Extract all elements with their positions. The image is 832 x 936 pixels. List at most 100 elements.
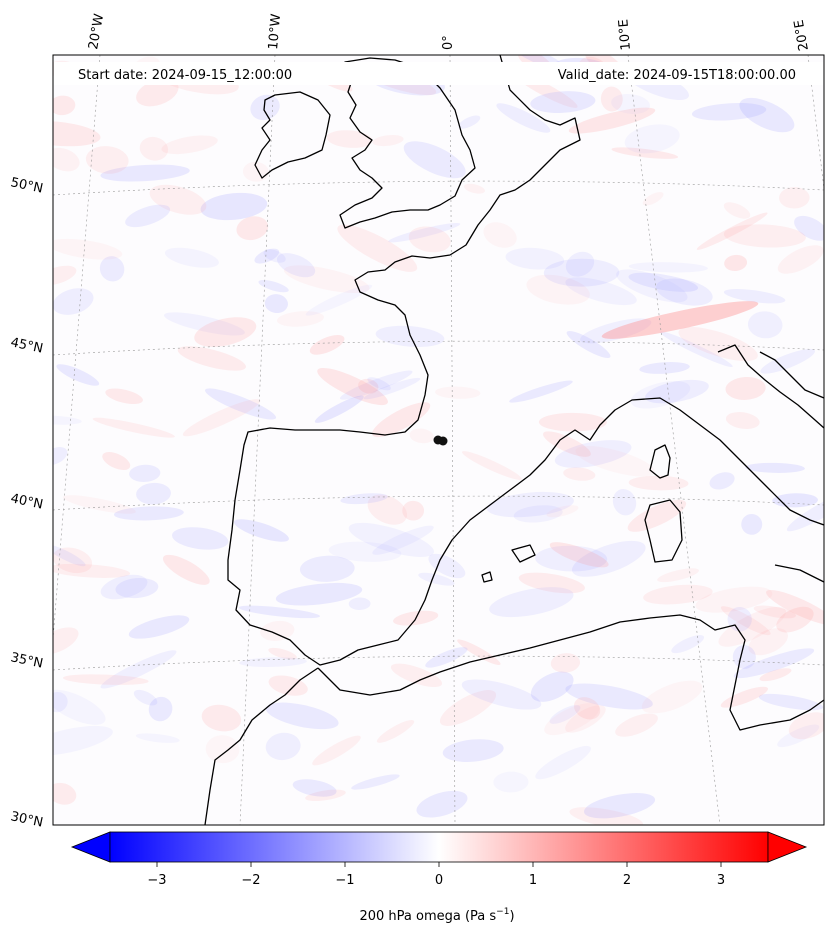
ascent-blob [766,589,824,626]
coastlines [204,55,824,825]
ascent-blob [53,147,80,172]
ascent-blob [611,147,679,159]
descent-blob [53,415,82,425]
ascent-blob [461,451,522,480]
ascent-blob [723,202,751,219]
ascent-blob [260,620,295,641]
ascent-blob [565,705,606,733]
ascent-blob [776,606,814,633]
descent-blob [496,103,551,133]
ascent-blob [62,495,136,514]
descent-blob [745,462,805,473]
ascent-blob [309,334,345,355]
descent-blob [100,574,148,600]
descent-blob [425,647,468,668]
descent-blob [639,362,690,374]
descent-blob [264,294,288,314]
descent-blob [129,464,161,482]
ascent-blob [161,135,218,155]
colorbar-tick-label: 2 [623,873,631,888]
descent-blob [428,553,466,579]
britain-coast [339,57,476,229]
ascent-blob [718,606,787,647]
colorbar-bar [109,831,769,863]
lat-label-40n: 40°N [9,491,44,512]
colorbar-tick-label: −2 [241,873,260,888]
ascent-blob [139,136,169,161]
ascent-blob [53,547,93,574]
descent-blob [53,447,68,465]
colorbar-tick-label: −1 [335,873,354,888]
start-date-text: Start date: 2024-09-15_12:00:00 [78,68,292,83]
descent-blob [328,541,402,562]
descent-blob [732,645,756,669]
ascent-blob [205,735,240,764]
descent-blob [509,380,573,403]
ascent-blob [678,327,758,362]
ascent-blob [268,647,297,660]
descent-blob [747,311,783,339]
descent-blob [442,739,504,762]
ascent-blob [92,417,175,438]
map-area [53,55,824,825]
ascent-blob [759,668,792,682]
ascent-blob [628,475,689,491]
ascent-blob [723,224,806,248]
descent-blob [53,544,86,567]
header-band [54,62,823,85]
ascent-blob [538,412,607,432]
descent-blob [100,650,177,689]
ascent-blob [85,146,129,174]
lon-label-10e: 10°E [616,19,634,51]
ascent-blob [162,554,210,585]
descent-blob [612,489,637,516]
descent-blob [580,318,652,344]
ascent-blob [563,467,596,481]
descent-blob [53,689,106,725]
ascent-blob [53,265,77,286]
ascent-blob [643,584,713,605]
descent-blob [100,164,190,182]
descent-blob [363,377,421,400]
ascent-blob [182,399,261,437]
adriatic-coast [759,351,824,399]
descent-blob [314,395,364,423]
descent-blob [133,689,158,706]
descent-blob [535,545,608,572]
ascent-blob [657,568,699,583]
descent-blob [616,269,688,303]
ascent-blob [518,572,585,594]
ascent-blob [483,222,517,248]
descent-blob [565,683,653,710]
continent-coast [227,55,824,666]
colorbar-ticks: −3 −2 −1 0 1 2 3 [147,862,725,888]
ascent-blob [372,134,404,147]
ascent-blob [53,563,131,578]
descent-blob [583,793,656,819]
descent-blob [461,679,542,710]
ascent-blob [725,376,766,400]
descent-blob [265,732,301,761]
dot-marker-icon [433,435,448,446]
ascent-blob [409,428,434,444]
graticule [53,55,824,825]
ascent-blob [390,663,443,688]
lon-label-20w: 20°W [86,13,107,51]
descent-blob [254,248,280,264]
lon-label-0: 0° [441,35,456,50]
ascent-blob [402,500,425,521]
descent-blob [388,222,461,243]
descent-blob [489,587,574,618]
descent-blob [204,388,277,420]
descent-blob [265,702,339,730]
ascent-blob [615,713,658,737]
descent-blob [571,540,646,577]
descent-blob [299,555,355,582]
descent-blob [348,522,434,557]
ascent-blob [575,446,655,477]
colorbar-tick-label: 1 [529,873,537,888]
ascent-blob [358,378,379,394]
ascent-blob [408,226,451,253]
ascent-blob [777,245,824,274]
descent-blob [530,671,574,702]
